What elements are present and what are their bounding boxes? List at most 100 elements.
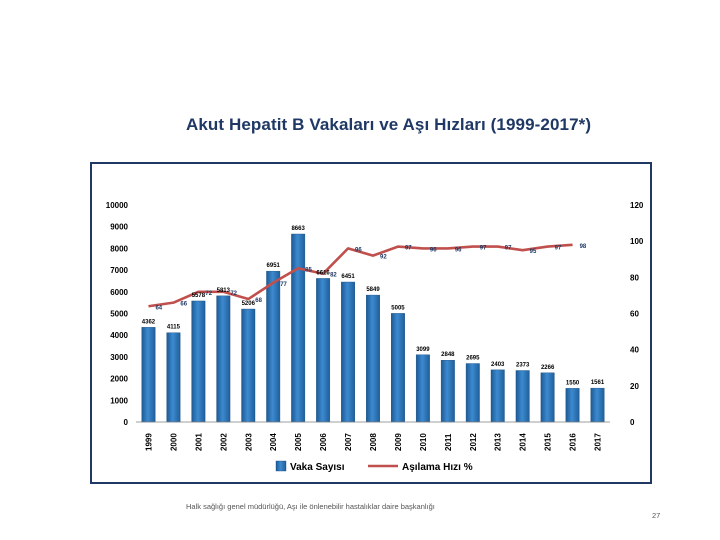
x-tick-2002: 2002 xyxy=(219,433,228,451)
bar-2007 xyxy=(341,281,355,423)
line-label-2011: 96 xyxy=(455,247,462,253)
x-tick-2017: 2017 xyxy=(594,433,603,451)
bar-2003 xyxy=(241,308,256,423)
line-label-2003: 68 xyxy=(255,298,262,304)
line-label-2000: 66 xyxy=(180,302,187,308)
chart-title: Akut Hepatit B Vakaları ve Aşı Hızları (… xyxy=(186,115,592,134)
x-tick-2009: 2009 xyxy=(394,433,403,451)
bar-label-2007: 6451 xyxy=(341,274,355,280)
y-left-tick: 8000 xyxy=(110,244,128,253)
line-label-2009: 97 xyxy=(405,246,412,252)
line-label-2013: 97 xyxy=(505,246,512,252)
x-tick-2010: 2010 xyxy=(419,433,428,451)
y-right-tick: 100 xyxy=(630,237,644,246)
x-tick-2001: 2001 xyxy=(194,433,203,451)
line-label-2010: 96 xyxy=(430,247,437,253)
x-tick-2005: 2005 xyxy=(294,433,303,451)
line-label-2014: 95 xyxy=(530,249,537,255)
y-right-tick: 40 xyxy=(630,346,639,355)
bar-2010 xyxy=(415,354,430,423)
bar-2011 xyxy=(440,359,455,423)
bar-label-1999: 4362 xyxy=(142,319,156,325)
y-right-tick: 0 xyxy=(630,418,635,427)
x-tick-2003: 2003 xyxy=(244,433,253,451)
bar-2012 xyxy=(465,363,480,423)
bar-label-2002: 5813 xyxy=(217,288,231,294)
bar-2006 xyxy=(316,278,331,423)
bar-2008 xyxy=(366,294,380,423)
bar-series xyxy=(141,233,605,423)
line-label-2008: 92 xyxy=(380,255,387,261)
bar-label-2016: 1550 xyxy=(566,380,580,386)
line-label-2012: 97 xyxy=(480,246,487,252)
y-left-tick: 5000 xyxy=(110,310,128,319)
bar-2015 xyxy=(540,372,555,423)
x-tick-2006: 2006 xyxy=(319,433,328,451)
y-left-tick: 3000 xyxy=(110,353,128,362)
y-right-tick: 20 xyxy=(630,382,639,391)
bar-2004 xyxy=(266,270,281,423)
bar-2000 xyxy=(166,332,181,423)
line-label-2006: 82 xyxy=(330,273,337,279)
line-label-2005: 85 xyxy=(305,267,312,273)
bar-1999 xyxy=(141,327,156,423)
x-tick-2008: 2008 xyxy=(369,433,378,451)
legend-swatch-bars xyxy=(275,460,287,472)
bar-label-2000: 4115 xyxy=(167,325,181,331)
bar-label-2001: 5578 xyxy=(192,293,206,299)
chart-frame: 0 1000 2000 3000 4000 5000 6000 7000 8000 9000 100… xyxy=(90,162,652,484)
x-tick-2013: 2013 xyxy=(494,433,503,451)
y-left-tick: 1000 xyxy=(110,396,128,405)
bar-label-2017: 1561 xyxy=(591,380,605,386)
bar-2001 xyxy=(191,300,206,423)
bar-label-2004: 6951 xyxy=(267,263,281,269)
line-label-2001: 72 xyxy=(205,291,212,297)
vaccination-rate-line xyxy=(148,243,573,308)
bar-label-2013: 2403 xyxy=(491,362,505,368)
bar-2014 xyxy=(515,370,530,423)
bar-2005 xyxy=(291,233,306,423)
bar-2002 xyxy=(216,295,231,423)
x-tick-2012: 2012 xyxy=(469,433,478,451)
bar-label-2003: 5206 xyxy=(242,301,256,307)
bar-label-2011: 2848 xyxy=(441,352,455,358)
bar-label-2009: 5005 xyxy=(391,305,405,311)
chart-axes: 0100020003000400050006000700080009000100… xyxy=(106,201,644,451)
y-left-tick: 9000 xyxy=(110,223,128,232)
x-tick-2007: 2007 xyxy=(344,433,353,451)
bar-label-2008: 5849 xyxy=(366,287,380,293)
bar-2017 xyxy=(590,387,605,423)
x-tick-1999: 1999 xyxy=(144,433,153,451)
y-left-tick: 4000 xyxy=(110,331,128,340)
footer-source-note: Halk sağlığı genel müdürlüğü, Aşı ile ön… xyxy=(186,502,435,511)
x-tick-2011: 2011 xyxy=(444,433,453,451)
bar-label-2006: 6616 xyxy=(316,270,330,276)
bar-label-2010: 3099 xyxy=(416,347,430,353)
bar-label-2012: 2695 xyxy=(466,356,480,362)
data-labels: 4362 4115 5578 5813 5206 6951 8663 6616 6451 5849… xyxy=(142,226,605,386)
y-right-tick: 120 xyxy=(630,201,644,210)
y-left-tick: 6000 xyxy=(110,288,128,297)
x-tick-2014: 2014 xyxy=(519,433,528,451)
bar-label-2005: 8663 xyxy=(291,226,305,232)
line-label-2002: 72 xyxy=(230,291,237,297)
line-label-2016: 98 xyxy=(580,244,587,250)
x-tick-2016: 2016 xyxy=(569,433,578,451)
line-label-2015: 97 xyxy=(555,246,562,252)
y-right-tick: 60 xyxy=(630,310,639,319)
y-left-tick: 2000 xyxy=(110,375,128,384)
y-left-tick: 0 xyxy=(124,418,129,427)
combo-chart: 0100020003000400050006000700080009000100… xyxy=(106,201,644,473)
bar-label-2014: 2373 xyxy=(516,363,530,369)
bar-2013 xyxy=(490,369,505,423)
line-label-1999: 64 xyxy=(155,305,162,311)
line-label-2004: 77 xyxy=(280,282,287,288)
legend-label-rate: Aşılama Hızı % xyxy=(402,462,473,473)
bar-label-2015: 2266 xyxy=(541,365,555,371)
y-left-tick: 7000 xyxy=(110,266,128,275)
chart-legend: Vaka Sayısı Aşılama Hızı % xyxy=(275,460,473,473)
y-left-tick: 10000 xyxy=(106,201,129,210)
line-series xyxy=(148,243,573,308)
x-tick-2015: 2015 xyxy=(544,433,553,451)
bar-2016 xyxy=(565,388,580,423)
